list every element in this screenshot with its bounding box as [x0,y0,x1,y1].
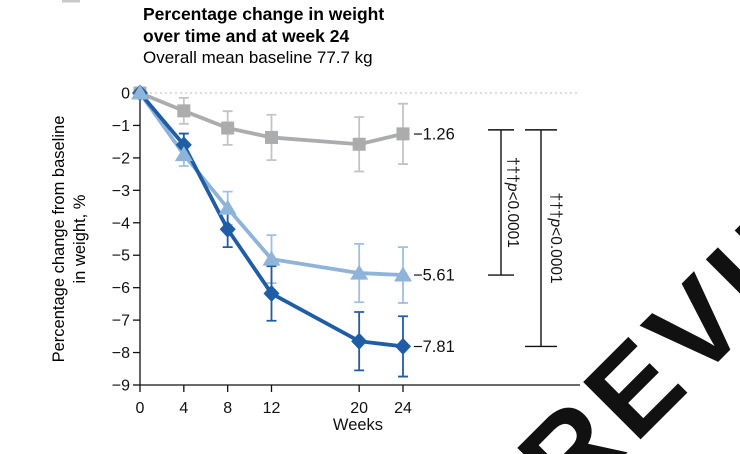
markers-dark-blue-diamonds [132,84,411,355]
end-value-label-light-blue-triangles: −5.61 [413,267,455,285]
triangle-marker [350,264,369,280]
y-tick-label: −2 [112,150,130,167]
triangle-marker [262,250,281,266]
y-tick-label: −4 [112,215,130,232]
x-tick-label: 24 [394,400,412,417]
x-tick-label: 4 [179,400,188,417]
square-marker [265,130,278,144]
p-value-label: †††p<0.0001 [504,157,521,248]
y-tick-label: −3 [112,183,130,200]
triangle-marker [218,199,237,215]
x-tick-label: 20 [350,400,368,417]
diamond-marker [351,332,368,350]
square-marker [221,121,235,135]
x-tick-label: 0 [136,400,145,417]
y-tick-label: −9 [112,378,130,395]
comparison-bracket-1: †††p<0.0001 [488,129,521,276]
comparison-bracket-2: †††p<0.0001 [525,129,564,348]
markers-light-blue-triangles [131,84,412,282]
y-tick-label: −6 [112,280,130,297]
square-marker [352,137,366,151]
diamond-marker [219,220,236,238]
y-tick-label: −8 [112,345,130,362]
triangle-marker [131,84,149,100]
y-tick-label: −1 [112,118,130,135]
chart-title-line1: Percentage change in weight [143,4,385,24]
preview-watermark: PREVIEW [433,73,740,454]
p-value-label: †††p<0.0001 [547,193,564,284]
diamond-marker [395,337,411,355]
x-tick-label: 12 [263,400,281,417]
end-value-label-gray-squares: −1.26 [413,125,455,143]
diamond-marker [175,136,192,154]
series-line [138,91,404,349]
bracket-lines [525,129,557,348]
y-tick-label: 0 [121,86,130,103]
square-marker [177,104,191,118]
series-line [139,91,404,147]
y-axis-ticks: 0 −1 −2 −3 −4 −5 −6 −7 −8 −9 [112,86,140,395]
diamond-marker [263,285,280,303]
cropped-watermark-fragment [62,0,80,3]
y-tick-label: −7 [112,313,130,330]
x-tick-label: 8 [223,400,232,417]
y-tick-label: −5 [112,248,130,265]
triangle-marker [394,266,412,282]
x-axis-title: Weeks [333,416,383,434]
bracket-lines [488,129,514,276]
end-value-label-dark-blue-diamonds: −7.81 [413,338,455,356]
chart-title-line2: over time and at week 24 [143,26,350,46]
x-axis-ticks: 0 4 8 12 20 24 [136,385,412,417]
triangle-marker [174,146,193,162]
square-marker [396,127,410,141]
chart-title-block: Percentage change in weight over time an… [143,3,384,69]
chart-subtitle: Overall mean baseline 77.7 kg [143,48,373,67]
